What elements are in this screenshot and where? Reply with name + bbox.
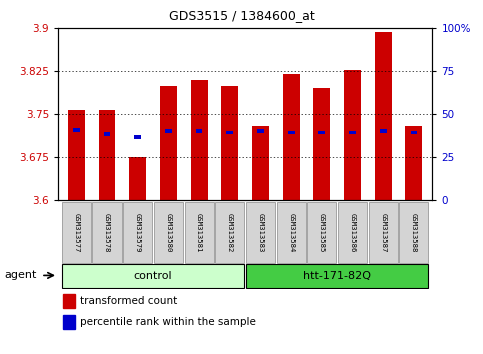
Bar [68, 110, 85, 200]
FancyBboxPatch shape [92, 202, 122, 263]
FancyBboxPatch shape [338, 202, 367, 263]
Bar [165, 130, 172, 133]
Bar [375, 32, 392, 200]
Bar [191, 80, 208, 200]
Text: percentile rank within the sample: percentile rank within the sample [80, 317, 256, 327]
Bar [227, 131, 233, 135]
Text: GSM313583: GSM313583 [257, 213, 263, 252]
Text: GSM313588: GSM313588 [411, 213, 417, 252]
Bar [221, 86, 238, 200]
FancyBboxPatch shape [369, 202, 398, 263]
Bar [129, 157, 146, 200]
Bar [252, 126, 269, 200]
Text: GSM313581: GSM313581 [196, 213, 202, 252]
Text: agent: agent [5, 270, 37, 280]
Text: GSM313586: GSM313586 [350, 213, 355, 252]
Bar [313, 88, 330, 200]
FancyBboxPatch shape [185, 202, 213, 263]
FancyBboxPatch shape [215, 202, 244, 263]
FancyBboxPatch shape [62, 264, 244, 288]
Bar [405, 126, 422, 200]
Bar [349, 131, 356, 135]
Bar [160, 86, 177, 200]
Bar [380, 130, 386, 133]
Text: GDS3515 / 1384600_at: GDS3515 / 1384600_at [169, 9, 314, 22]
Bar [344, 69, 361, 200]
FancyBboxPatch shape [123, 202, 152, 263]
Text: GSM313582: GSM313582 [227, 213, 233, 252]
FancyBboxPatch shape [246, 264, 428, 288]
Bar [318, 131, 325, 135]
Text: GSM313584: GSM313584 [288, 213, 294, 252]
Bar [134, 135, 141, 139]
Bar [73, 128, 80, 132]
Text: htt-171-82Q: htt-171-82Q [303, 271, 371, 281]
Text: GSM313587: GSM313587 [380, 213, 386, 252]
Text: GSM313585: GSM313585 [319, 213, 325, 252]
Bar [411, 131, 417, 135]
Bar [288, 131, 295, 135]
Text: control: control [134, 271, 172, 281]
FancyBboxPatch shape [277, 202, 306, 263]
Text: GSM313577: GSM313577 [73, 213, 79, 252]
Text: GSM313579: GSM313579 [135, 213, 141, 252]
Bar [99, 110, 115, 200]
Text: GSM313578: GSM313578 [104, 213, 110, 252]
FancyBboxPatch shape [246, 202, 275, 263]
Bar [196, 130, 202, 133]
FancyBboxPatch shape [307, 202, 336, 263]
FancyBboxPatch shape [62, 202, 91, 263]
Bar [257, 130, 264, 133]
Bar [104, 132, 111, 136]
Text: GSM313580: GSM313580 [165, 213, 171, 252]
Bar [283, 74, 299, 200]
FancyBboxPatch shape [399, 202, 428, 263]
FancyBboxPatch shape [154, 202, 183, 263]
Text: transformed count: transformed count [80, 296, 177, 306]
